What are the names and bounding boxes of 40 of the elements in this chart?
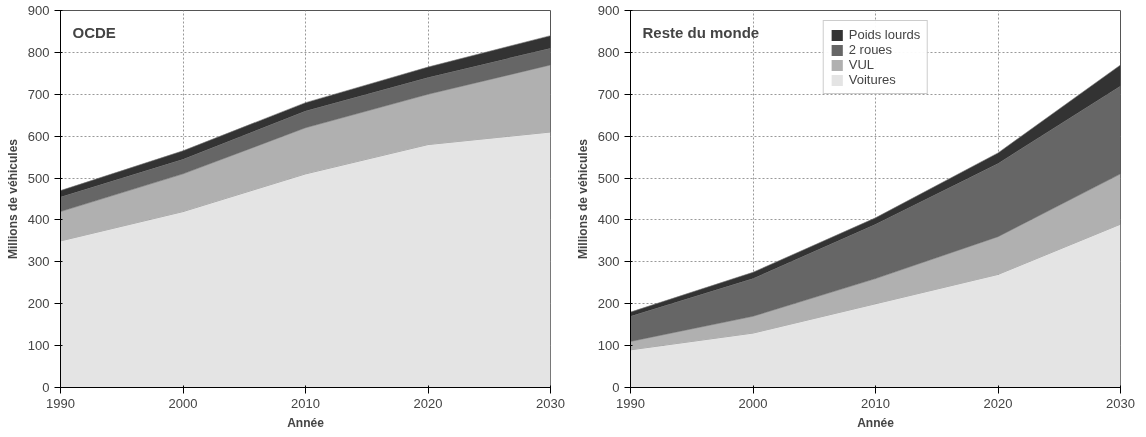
x-axis-title: Année: [287, 415, 325, 430]
y-tick-label: 400: [27, 212, 50, 228]
x-tick-label: 2010: [861, 395, 890, 411]
y-tick-label: 500: [27, 170, 50, 186]
legend-label: 2 roues: [848, 42, 893, 57]
x-tick-label: 2010: [291, 395, 320, 411]
legend-label: Poids lourds: [848, 27, 921, 42]
x-tick-label: 2020: [413, 395, 443, 411]
x-axis-title: Année: [857, 415, 895, 430]
y-tick-label: 900: [27, 3, 50, 18]
x-tick-label: 2030: [1106, 395, 1135, 411]
x-tick-label: 1990: [616, 395, 645, 411]
legend-label: VUL: [848, 57, 875, 72]
y-tick-label: 400: [597, 212, 620, 228]
y-axis-title: Millions de véhicules: [575, 138, 590, 260]
x-tick-label: 2020: [983, 395, 1013, 411]
y-tick-label: 100: [27, 338, 50, 354]
y-tick-label: 200: [597, 296, 620, 312]
x-tick-label: 2000: [738, 395, 768, 411]
text: OCDE: [72, 23, 116, 41]
y-tick-label: 600: [27, 128, 50, 144]
y-tick-label: 800: [27, 44, 50, 60]
y-tick-label: 900: [597, 3, 620, 18]
y-tick-label: 300: [27, 254, 50, 270]
x-tick-label: 2000: [168, 395, 198, 411]
text: Reste du monde: [642, 23, 760, 41]
y-tick-label: 700: [27, 86, 50, 102]
legend-label: Voitures: [848, 72, 896, 87]
y-tick-label: 100: [597, 338, 620, 354]
y-axis-title: Millions de véhicules: [5, 138, 20, 260]
y-tick-label: 300: [597, 254, 620, 270]
y-tick-label: 0: [42, 380, 50, 395]
y-tick-label: 600: [597, 128, 620, 144]
y-tick-label: 800: [597, 44, 620, 60]
y-tick-label: 200: [27, 296, 50, 312]
y-tick-label: 500: [597, 170, 620, 186]
y-tick-label: 700: [597, 86, 620, 102]
y-tick-label: 0: [612, 380, 620, 395]
x-tick-label: 1990: [46, 395, 75, 411]
x-tick-label: 2030: [536, 395, 565, 411]
